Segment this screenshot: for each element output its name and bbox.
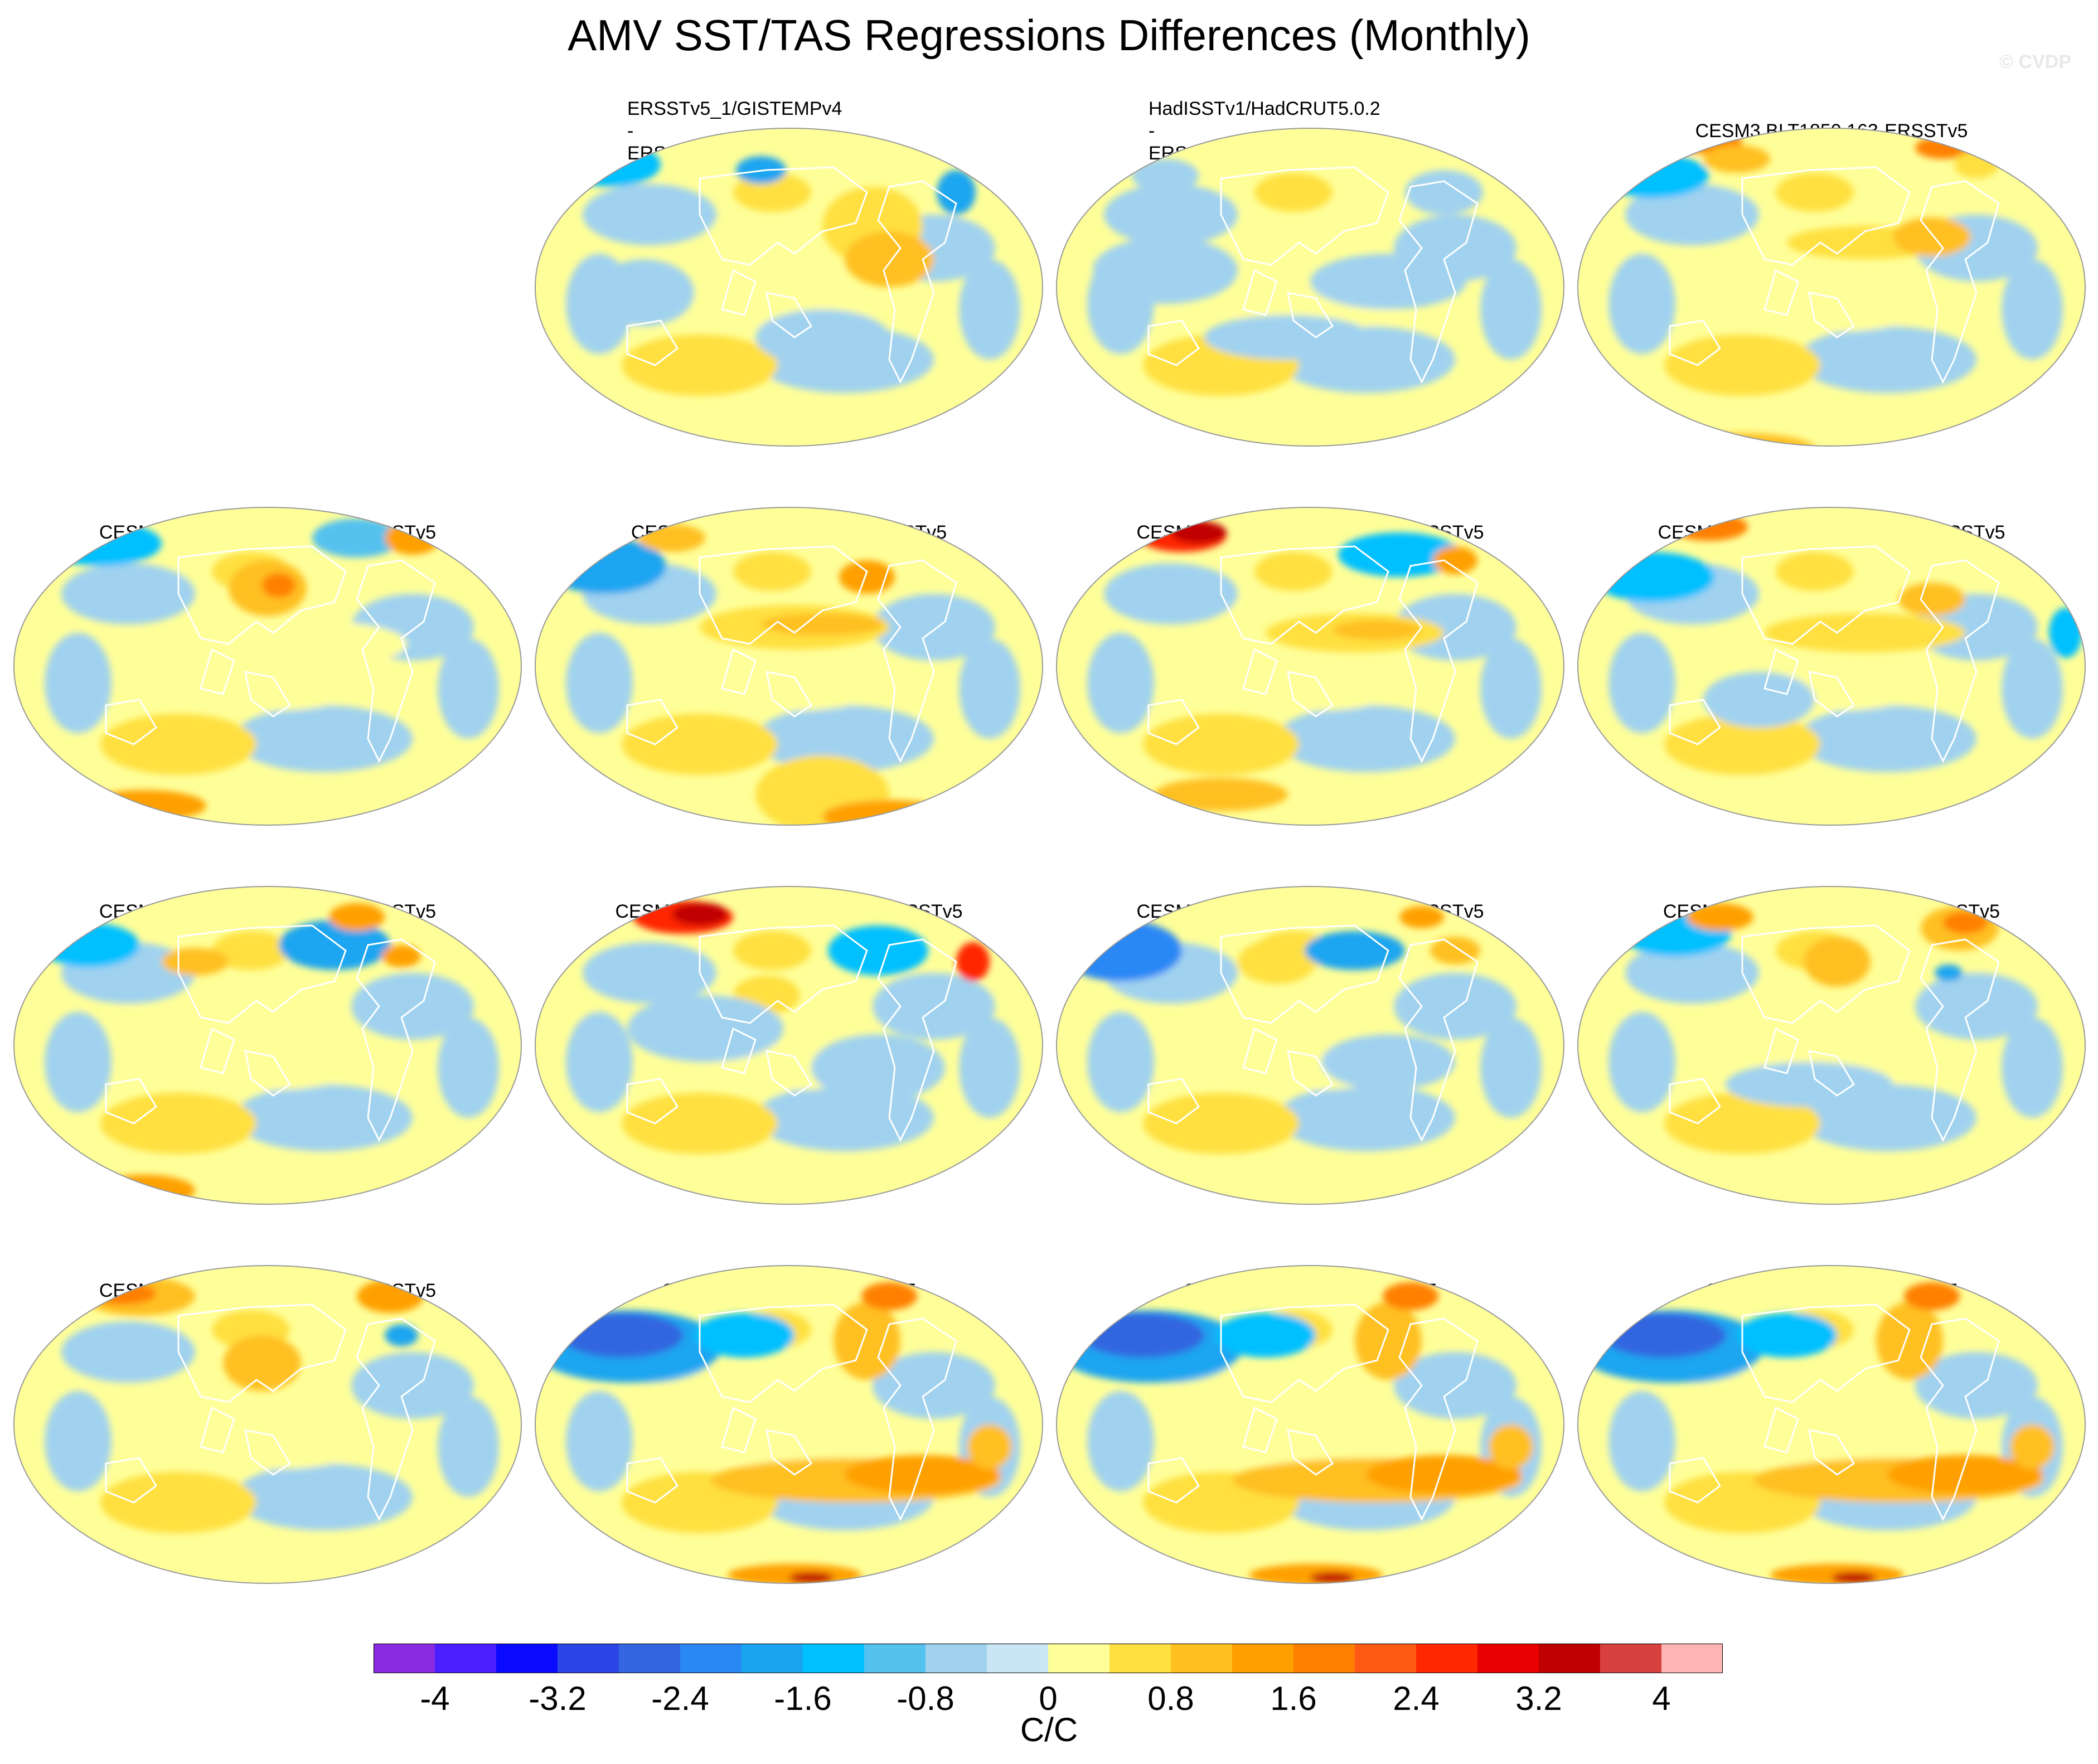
- global-map: [13, 1265, 522, 1584]
- global-map: [1577, 507, 2086, 826]
- colorbar-tick-label: 0: [1039, 1680, 1058, 1717]
- global-map: [1577, 128, 2086, 447]
- colorbar-tick-label: 1.6: [1270, 1680, 1317, 1717]
- global-map: [1056, 886, 1564, 1205]
- global-map: [1577, 1265, 2086, 1584]
- colorbar-tick-label: -1.6: [774, 1680, 832, 1717]
- colorbar-swatch: [742, 1644, 803, 1673]
- colorbar-swatch: [496, 1644, 558, 1673]
- global-map: [13, 507, 522, 826]
- colorbar-swatch: [987, 1644, 1049, 1673]
- colorbar-tick-label: -4: [420, 1680, 450, 1717]
- global-map: [535, 1265, 1043, 1584]
- colorbar-swatch: [558, 1644, 619, 1673]
- colorbar-swatch: [680, 1644, 742, 1673]
- colorbar-swatch: [1416, 1644, 1478, 1673]
- colorbar-swatch: [1355, 1644, 1417, 1673]
- global-map: [535, 128, 1043, 447]
- colorbar-swatch: [1171, 1644, 1233, 1673]
- colorbar-swatch: [926, 1644, 987, 1673]
- colorbar-swatch: [1661, 1644, 1723, 1673]
- global-map: [1577, 886, 2086, 1205]
- colorbar-tick-label: -2.4: [651, 1680, 709, 1717]
- colorbar-swatch: [374, 1644, 435, 1673]
- global-map: [13, 886, 522, 1205]
- colorbar-tick-label: -0.8: [897, 1680, 954, 1717]
- colorbar-swatch: [619, 1644, 681, 1673]
- colorbar-tick-label: -3.2: [529, 1680, 587, 1717]
- colorbar-swatch: [435, 1644, 497, 1673]
- colorbar-tick-label: 2.4: [1393, 1680, 1440, 1717]
- copyright-watermark: © CVDP: [1999, 51, 2071, 72]
- main-title: AMV SST/TAS Regressions Differences (Mon…: [568, 11, 1530, 60]
- global-map: [535, 507, 1043, 826]
- colorbar-swatch: [1293, 1644, 1355, 1673]
- colorbar-swatch: [1539, 1644, 1601, 1673]
- global-map: [1056, 1265, 1564, 1584]
- colorbar-swatch: [1232, 1644, 1294, 1673]
- colorbar-swatch: [1109, 1644, 1171, 1673]
- colorbar-units: C/C: [1020, 1711, 1078, 1748]
- colorbar-tick-label: 0.8: [1147, 1680, 1194, 1717]
- colorbar-swatch: [864, 1644, 926, 1673]
- global-map: [1056, 128, 1564, 447]
- colorbar-swatch: [803, 1644, 865, 1673]
- colorbar-tick-label: 3.2: [1515, 1680, 1562, 1717]
- colorbar: [374, 1644, 1723, 1673]
- colorbar-tick-label: 4: [1652, 1680, 1671, 1717]
- global-map: [1056, 507, 1564, 826]
- global-map: [535, 886, 1043, 1205]
- colorbar-swatch: [1048, 1644, 1110, 1673]
- colorbar-swatch: [1600, 1644, 1662, 1673]
- colorbar-swatch: [1477, 1644, 1539, 1673]
